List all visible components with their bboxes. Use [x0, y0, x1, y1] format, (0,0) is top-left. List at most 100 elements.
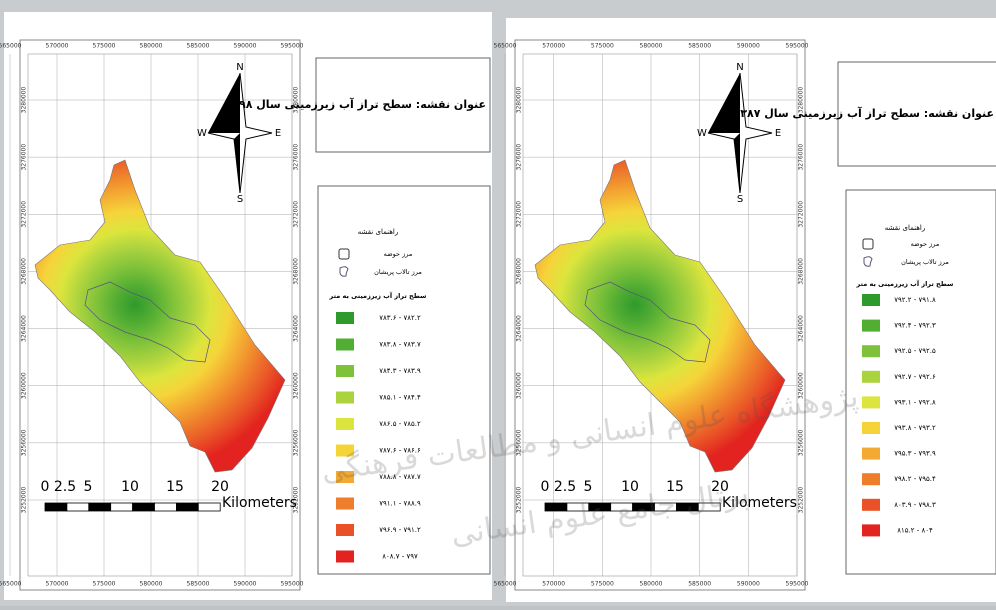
scale-segment	[132, 502, 155, 512]
legend-swatch	[336, 471, 354, 483]
legend-swatch	[862, 345, 880, 358]
x-tick-label: 595000	[786, 43, 809, 50]
y-tick-label: 3272000	[293, 201, 300, 228]
legend-swatch	[336, 391, 354, 404]
legend-swatch	[862, 447, 880, 460]
x-tick-label: 580000	[640, 581, 663, 588]
legend-class-label: ۷۹۳.۹ - ۷۹۵.۳	[894, 450, 936, 458]
compass-fill	[708, 73, 772, 193]
x-tick-label: 585000	[688, 581, 711, 588]
scale-label: 0	[41, 479, 50, 495]
y-tick-label: 3272000	[21, 201, 28, 228]
x-tick-label: 570000	[542, 581, 565, 588]
legend-class-label: ۷۹۵.۴ - ۷۹۸.۲	[894, 475, 936, 483]
scale-label: 5	[584, 479, 593, 495]
x-tick-label: 595000	[786, 581, 809, 588]
x-tick-label: 565000	[494, 43, 517, 50]
x-tick-label: 590000	[737, 581, 760, 588]
legend-swatch	[336, 338, 354, 351]
x-tick-label: 575000	[93, 581, 116, 588]
legend-label: مرز حوضه	[911, 240, 940, 248]
south-label: S	[237, 194, 243, 205]
x-tick-label: 570000	[46, 43, 69, 50]
maps: 565000 565000 570000 570000 575000 575000 5800…	[0, 39, 996, 591]
title-box	[837, 61, 996, 167]
legend-title: راهنمای نقشه	[358, 228, 399, 236]
legend-subtitle: سطح تراز آب زیرزمینی به متر	[856, 279, 954, 288]
legend-swatch	[336, 444, 354, 457]
legend-class-label: ۷۹۷ - ۸۰۸.۷	[382, 553, 418, 561]
map-frame	[514, 39, 806, 591]
legend-swatch	[862, 370, 880, 383]
legend-class-label: ۷۸۷.۷ - ۷۸۸.۸	[379, 473, 421, 481]
y-tick-label: 3252000	[798, 486, 805, 513]
map-title: عنوان نقشه: سطح تراز آب زیرزمینی سال ۱۳۹…	[226, 97, 486, 111]
legend-class-label: ۷۹۲.۳ - ۷۹۲.۴	[894, 322, 936, 330]
x-tick-label: 575000	[93, 43, 116, 50]
scale-unit: Kilometers	[222, 495, 297, 511]
legend-swatch	[862, 422, 880, 434]
y-tick-label: 3268000	[293, 258, 300, 285]
scale-segment	[44, 502, 68, 512]
y-tick-label: 3252000	[21, 486, 28, 513]
legend-swatch	[862, 498, 880, 511]
map-title: عنوان نقشه: سطح تراز آب زیرزمینی سال ۱۳۸…	[734, 106, 994, 120]
legend-class-label: ۷۹۲.۶ - ۷۹۲.۷	[894, 373, 936, 381]
legend-class-label: ۷۹۲.۵ - ۷۹۲.۵	[894, 347, 936, 355]
y-tick-label: 3264000	[21, 315, 28, 342]
x-tick-label: 565000	[494, 581, 517, 588]
y-tick-label: 3256000	[516, 429, 523, 456]
map: 565000 565000 570000 570000 575000 575000 5800…	[494, 39, 996, 591]
y-tick-label: 3272000	[798, 201, 805, 228]
y-tick-label: 3276000	[293, 144, 300, 171]
y-tick-label: 3256000	[21, 429, 28, 456]
legend-label: مرز تالاب پریشان	[374, 268, 422, 276]
legend-swatch	[336, 497, 354, 510]
scale-segment	[110, 502, 133, 512]
scale-segment	[197, 502, 221, 512]
y-tick-label: 3264000	[516, 315, 523, 342]
east-label: E	[775, 128, 781, 139]
wetland-boundary	[84, 281, 211, 363]
scale-segment	[66, 502, 90, 512]
legend-label: مرز تالاب پریشان	[901, 258, 949, 266]
legend-label: مرز حوضه	[384, 250, 413, 258]
legend-swatch	[336, 524, 354, 536]
scale-label: 2.5	[54, 479, 76, 495]
y-tick-label: 3264000	[293, 315, 300, 342]
legend-class-label: ۷۹۱.۸ - ۷۹۲.۲	[894, 296, 936, 304]
x-tick-label: 565000	[0, 43, 22, 50]
x-tick-label: 580000	[640, 43, 663, 50]
legend-swatch	[862, 319, 880, 332]
y-tick-label: 3280000	[516, 86, 523, 113]
legend-class-label: ۷۸۶.۶ - ۷۸۷.۶	[379, 447, 421, 455]
north-label: N	[236, 62, 243, 73]
scale-segment	[697, 502, 721, 512]
map: 565000 565000 570000 570000 575000 575000 5800…	[0, 39, 491, 591]
x-tick-label: 585000	[688, 43, 711, 50]
x-tick-label: 570000	[46, 581, 69, 588]
legend-class-label: ۷۹۱.۲ - ۷۹۶.۹	[379, 526, 421, 534]
basin-area	[534, 159, 786, 473]
y-tick-label: 3268000	[798, 258, 805, 285]
x-tick-label: 585000	[187, 581, 210, 588]
y-tick-label: 3260000	[21, 372, 28, 399]
legend-swatch	[862, 396, 880, 409]
legend-swatch	[862, 473, 880, 486]
x-tick-label: 595000	[281, 43, 304, 50]
y-tick-label: 3280000	[293, 86, 300, 113]
wetland-boundary	[584, 281, 711, 363]
y-tick-label: 3276000	[21, 144, 28, 171]
y-tick-label: 3272000	[516, 201, 523, 228]
x-tick-label: 580000	[140, 43, 163, 50]
title-box	[315, 57, 491, 153]
north-label: N	[736, 62, 743, 73]
legend-swatch	[862, 524, 880, 537]
legend-class-label: ۸۰۴ - ۸۱۵.۲	[897, 526, 933, 534]
legend-class-label: ۷۸۲.۲ - ۷۸۳.۶	[379, 314, 421, 322]
y-tick-label: 3260000	[798, 372, 805, 399]
y-tick-label: 3276000	[798, 144, 805, 171]
scale-label: 2.5	[554, 479, 576, 495]
scale-label: 0	[541, 479, 550, 495]
